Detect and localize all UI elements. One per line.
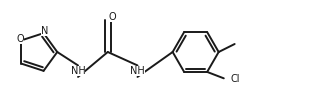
Text: O: O [109,12,117,22]
Text: NH: NH [130,66,145,76]
Text: N: N [40,26,48,36]
Text: Cl: Cl [231,74,240,84]
Text: O: O [16,34,24,44]
Text: NH: NH [71,66,85,76]
